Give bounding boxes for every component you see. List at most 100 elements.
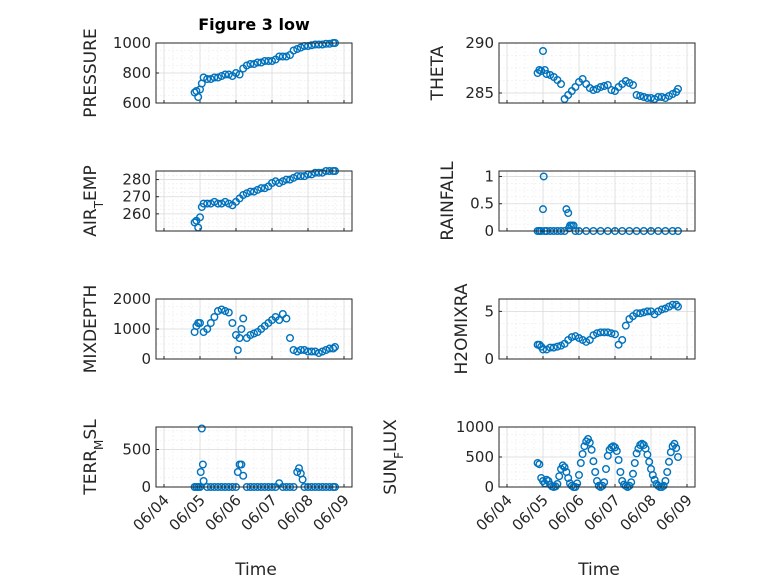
y-axis-label: SUNFLUX [381,419,406,495]
data-point [329,344,338,353]
data-point [539,172,548,181]
subplot-7: 0 500 TERRMSL 06/0406/0506/0606/0706/0806/0… [81,419,353,535]
data-point [268,57,277,66]
x-axis-label-left: Time [234,560,277,580]
data-point [535,460,544,469]
data-point [674,84,683,93]
data-point [602,465,611,474]
data-point [293,45,302,54]
y-tick-label: 800 [122,64,151,82]
data-point [553,342,562,351]
data-point [546,343,555,352]
data-point [593,329,602,338]
data-point [278,52,287,61]
y-axis-label: PRESSURE [81,28,101,117]
data-point [296,346,305,355]
data-point [231,68,240,77]
data-point [632,309,641,318]
data-point [560,463,569,472]
data-point [600,328,609,337]
data-point [654,92,663,101]
data-point [246,60,255,69]
data-point [282,175,291,184]
subplot-5: 0 1000 2000 MIXDEPTH [81,285,353,373]
data-point [257,184,266,193]
y-axis-label: THETA [428,45,448,101]
data-point [203,325,212,334]
x-tick-label: 06/05 [166,491,209,534]
data-point [659,481,668,490]
data-point [670,439,679,448]
axes-frame [498,298,696,360]
data-point [600,478,609,487]
subplot-8: 0 500 1000 SUNFLUX 06/0406/0506/0606/0706/08… [381,418,696,534]
data-point [296,172,305,181]
data-point [636,91,645,100]
data-point [237,460,246,469]
y-tick-label: 500 [122,441,151,459]
data-point [210,313,219,322]
data-point [224,70,233,79]
x-tick-label: 06/04 [473,491,516,534]
x-tick-label: 06/06 [545,491,588,534]
data-point [213,73,222,82]
y-tick-label: 270 [122,188,151,206]
data-point [206,74,215,83]
data-point [562,205,571,214]
y-tick-label: 2000 [113,290,151,308]
data-point [194,92,203,101]
data-point [616,468,625,477]
subplot-4: 0 0.5 1 RAINFALL [438,161,696,241]
y-tick-label: 290 [465,34,494,52]
data-point [647,93,656,102]
data-point [221,70,230,79]
data-point [674,302,683,311]
data-point [657,92,666,101]
data-point [217,305,226,314]
data-point [672,300,681,309]
data-point [580,442,589,451]
data-point [199,477,208,486]
data-point [555,472,564,481]
data-point [314,168,323,177]
data-point [645,457,654,466]
y-axis-label: TERRMSL [81,419,106,496]
y-tick-label: 0 [484,478,494,496]
data-point [600,81,609,90]
data-point [235,70,244,79]
x-tick-label: 06/08 [617,491,660,534]
data-point [593,477,602,486]
figure-title: Figure 3 low [198,15,310,34]
data-point [331,343,340,352]
data-point [589,85,598,94]
data-point [558,461,567,470]
data-point [282,314,291,323]
data-point [630,459,639,468]
data-point [198,460,207,469]
data-point [632,449,641,458]
data-point [233,346,242,355]
axes-frame [498,42,696,104]
x-tick-label: 06/07 [581,491,624,534]
data-point [233,468,242,477]
data-point [199,73,208,82]
data-point [239,314,248,323]
data-point [322,346,331,355]
data-point [589,457,598,466]
x-tick-label: 06/05 [509,491,552,534]
data-point [540,65,549,74]
data-point [674,453,683,462]
data-point [539,205,548,214]
subplot-2: 285 290 THETA [428,34,696,104]
data-point [557,79,566,88]
data-point [293,468,302,477]
data-point [587,445,596,454]
data-point [195,213,204,222]
data-point [221,307,230,316]
data-point [203,199,212,208]
data-point [195,319,204,328]
data-point [275,316,284,325]
